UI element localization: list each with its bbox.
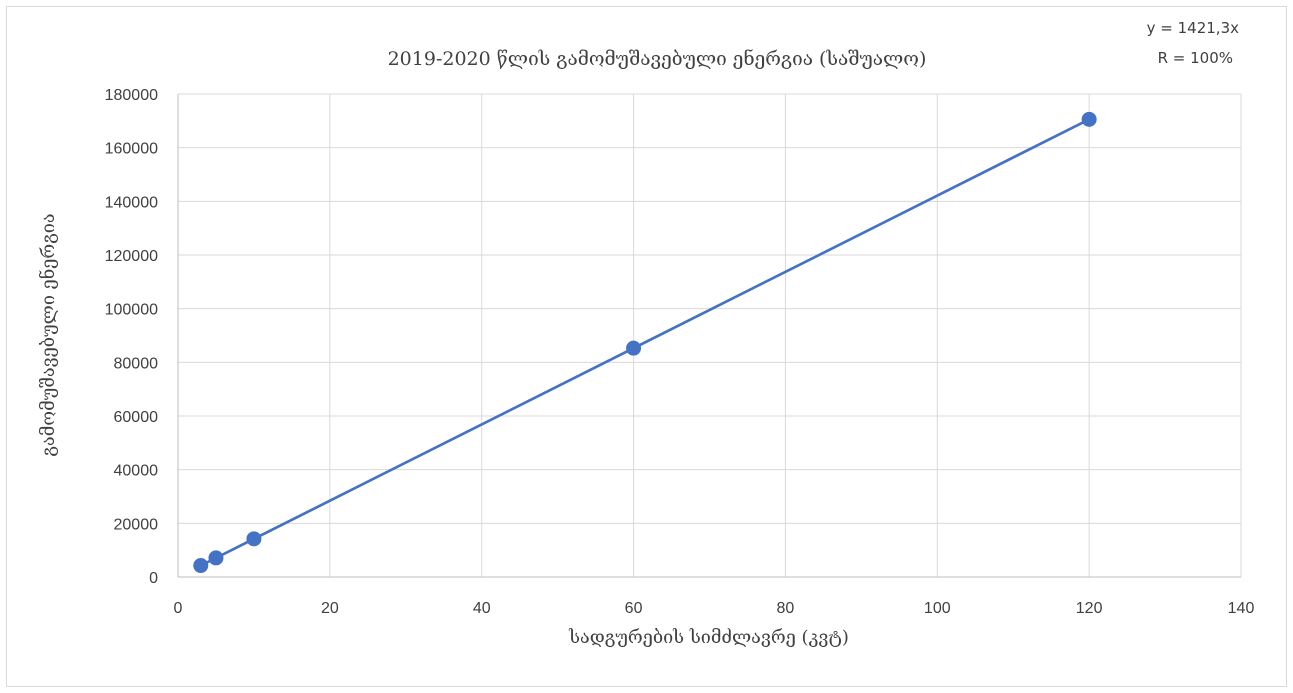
y-tick-label: 80000 (114, 355, 159, 372)
tick-layer: 0 20000 40000 60000 80000 100000 120000 140000 1… (105, 87, 1255, 617)
data-point (626, 340, 642, 356)
y-tick-label: 140000 (105, 194, 158, 211)
data-point (246, 531, 262, 547)
axis-layer (177, 94, 1241, 578)
y-tick-label: 120000 (105, 248, 158, 265)
y-tick-label: 20000 (114, 516, 159, 533)
y-axis-label: გამომუშავებული ენერგია (37, 213, 59, 456)
series-layer (193, 111, 1097, 574)
trendline-equation: y = 1421,3x (1147, 19, 1239, 37)
x-tick-label: 140 (1228, 600, 1255, 617)
y-tick-label: 40000 (114, 463, 159, 480)
x-tick-label: 40 (473, 600, 491, 617)
trendline-r-label: R = 100% (1158, 49, 1233, 67)
x-tick-label: 60 (625, 600, 643, 617)
x-tick-label: 120 (1076, 600, 1103, 617)
y-tick-label: 160000 (105, 141, 158, 158)
chart-frame (6, 6, 1287, 687)
data-point (193, 558, 209, 574)
x-tick-label: 20 (321, 600, 339, 617)
y-tick-label: 100000 (105, 302, 158, 319)
data-point (208, 550, 224, 566)
grid-layer (178, 93, 1242, 577)
data-point (1081, 111, 1097, 127)
y-tick-label: 60000 (114, 409, 159, 426)
x-tick-label: 80 (777, 600, 795, 617)
series-line (200, 118, 1090, 567)
y-tick-label: 0 (149, 570, 158, 587)
x-axis-label: სადგურების სიმძლავრე (კვტ) (568, 627, 849, 648)
chart-title: 2019-2020 წლის გამომუშავებული ენერგია (ს… (388, 48, 927, 70)
x-tick-label: 100 (924, 600, 951, 617)
x-tick-label: 0 (174, 600, 183, 617)
y-tick-label: 180000 (105, 87, 158, 104)
